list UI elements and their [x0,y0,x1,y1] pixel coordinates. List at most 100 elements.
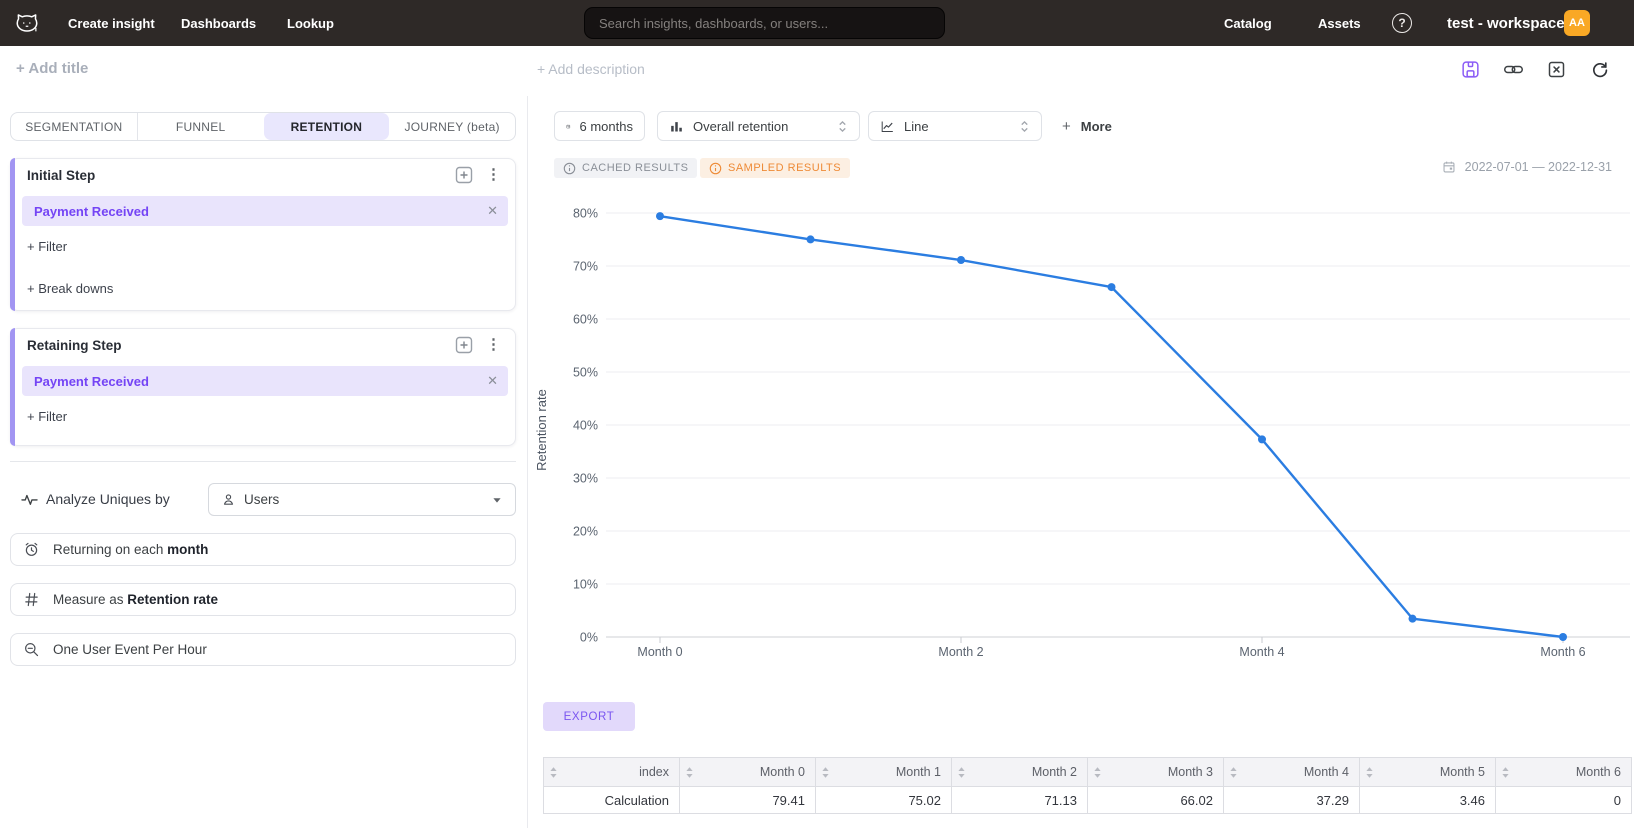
analyze-uniques-label: Analyze Uniques by [46,491,170,507]
analyze-entity-select[interactable]: Users [208,483,516,516]
sidebar-divider [10,461,516,462]
data-point[interactable] [1107,283,1116,292]
remove-event-icon[interactable]: ✕ [487,203,498,218]
help-icon[interactable]: ? [1392,13,1412,33]
retention-line-chart: 80% 70% 60% 50% 40% 30% 20% 10% 0% Month 0 Month 2… [534,207,1630,659]
sampled-results-badge[interactable]: SAMPLED RESULTS [700,158,851,178]
workspace-switcher[interactable]: test - workspace [1447,14,1565,32]
cached-results-badge[interactable]: CACHED RESULTS [554,158,698,178]
insight-type-tabs: SEGMENTATION FUNNEL RETENTION JOURNEY (b… [10,112,516,141]
add-step-icon[interactable] [455,166,473,184]
add-description-button[interactable]: + Add description [537,61,645,77]
retention-type-select[interactable]: Overall retention [657,111,860,141]
sort-icon [550,766,557,778]
initial-step-add-breakdowns[interactable]: + Break downs [27,281,114,296]
one-event-per-hour-option[interactable]: One User Event Per Hour [10,633,516,666]
clear-query-icon[interactable] [1546,59,1567,80]
x-tick-label: Month 6 [1540,645,1585,659]
data-point[interactable] [656,212,664,221]
sort-icon [1366,766,1373,778]
data-point[interactable] [957,256,965,265]
y-tick-label: 50% [573,366,598,380]
column-header[interactable]: Month 1 [815,757,952,787]
column-header[interactable]: index [543,757,680,787]
retaining-step-title: Retaining Step [27,338,122,353]
y-tick-label: 30% [573,472,598,486]
column-header[interactable]: Month 2 [951,757,1088,787]
column-header[interactable]: Month 0 [679,757,816,787]
line-chart-icon [881,121,893,132]
retaining-step-card: Retaining Step ⋮ Payment Received ✕ + Fi… [10,328,516,446]
one-event-per-hour-label: One User Event Per Hour [53,642,207,657]
nav-item-catalog[interactable]: Catalog [1224,15,1272,31]
copy-link-icon[interactable] [1503,59,1524,80]
table-cell: 0 [1495,786,1632,814]
y-tick-label: 60% [573,313,598,327]
more-options-button[interactable]: + More [1062,117,1112,135]
returning-interval-label: Returning on each month [53,542,209,557]
card-accent-bar [10,328,15,446]
y-tick-label: 70% [573,260,598,274]
column-header[interactable]: Month 4 [1223,757,1360,787]
nav-item-assets[interactable]: Assets [1318,15,1361,31]
column-header[interactable]: Month 6 [1495,757,1632,787]
sort-icon [686,766,693,778]
table-row: Calculation 79.41 75.02 71.13 66.02 37.29 3.46… [543,786,1632,814]
y-tick-label: 40% [573,419,598,433]
tab-funnel[interactable]: FUNNEL [136,113,264,140]
remove-event-icon[interactable]: ✕ [487,373,498,388]
initial-step-add-filter[interactable]: + Filter [27,239,68,254]
date-range-button[interactable]: 6 months [554,111,645,141]
tab-retention[interactable]: RETENTION [263,113,390,140]
data-point[interactable] [1408,614,1417,623]
step-menu-icon[interactable]: ⋮ [486,336,501,353]
table-cell: 3.46 [1359,786,1496,814]
add-step-icon[interactable] [455,336,473,354]
step-menu-icon[interactable]: ⋮ [486,166,501,183]
date-range-text: 2022-07-01 — 2022-12-31 [1464,160,1612,174]
chart-type-value: Line [904,118,929,134]
initial-step-event[interactable]: Payment Received ✕ [22,196,508,226]
y-tick-label: 20% [573,525,598,539]
table-cell: Calculation [543,786,680,814]
table-cell: 79.41 [679,786,816,814]
column-header[interactable]: Month 5 [1359,757,1496,787]
refresh-icon[interactable] [1589,59,1610,80]
sort-icon [1502,766,1509,778]
sort-icon [1230,766,1237,778]
chart-type-select[interactable]: Line [868,111,1042,141]
returning-interval-option[interactable]: Returning on each month [10,533,516,566]
data-point[interactable] [806,235,815,244]
app-logo-cat-icon[interactable] [14,10,40,36]
analyze-entity-value: Users [244,492,280,507]
nav-item-dashboards[interactable]: Dashboards [181,15,257,31]
measure-as-option[interactable]: Measure as Retention rate [10,583,516,616]
measure-as-label: Measure as Retention rate [53,592,219,607]
retaining-step-add-filter[interactable]: + Filter [27,409,68,424]
search-input[interactable] [584,7,945,39]
chevron-down-icon [493,497,501,503]
data-point[interactable] [1258,435,1266,444]
nav-item-create-insight[interactable]: Create insight [68,15,155,31]
y-tick-label: 0% [580,631,598,645]
tab-segmentation[interactable]: SEGMENTATION [25,119,123,134]
export-button[interactable]: EXPORT [543,702,635,731]
save-icon[interactable] [1460,59,1481,80]
tab-journey[interactable]: JOURNEY (beta) [404,119,500,134]
retaining-step-event[interactable]: Payment Received ✕ [22,366,508,396]
nav-item-lookup[interactable]: Lookup [287,15,334,31]
x-tick-label: Month 2 [938,645,983,659]
add-title-button[interactable]: + Add title [16,60,89,77]
content-divider [527,96,528,828]
bar-chart-icon [671,121,682,131]
retention-type-value: Overall retention [693,118,789,134]
user-avatar[interactable]: AA [1564,10,1590,36]
top-navbar: Create insight Dashboards Lookup Catalog… [0,0,1634,46]
table-cell: 66.02 [1087,786,1224,814]
column-header[interactable]: Month 3 [1087,757,1224,787]
initial-step-title: Initial Step [27,168,96,183]
table-cell: 37.29 [1223,786,1360,814]
results-table-header: index Month 0 Month 1 Month 2 Month 3 Month 4… [543,757,1632,787]
data-point[interactable] [1559,633,1567,641]
